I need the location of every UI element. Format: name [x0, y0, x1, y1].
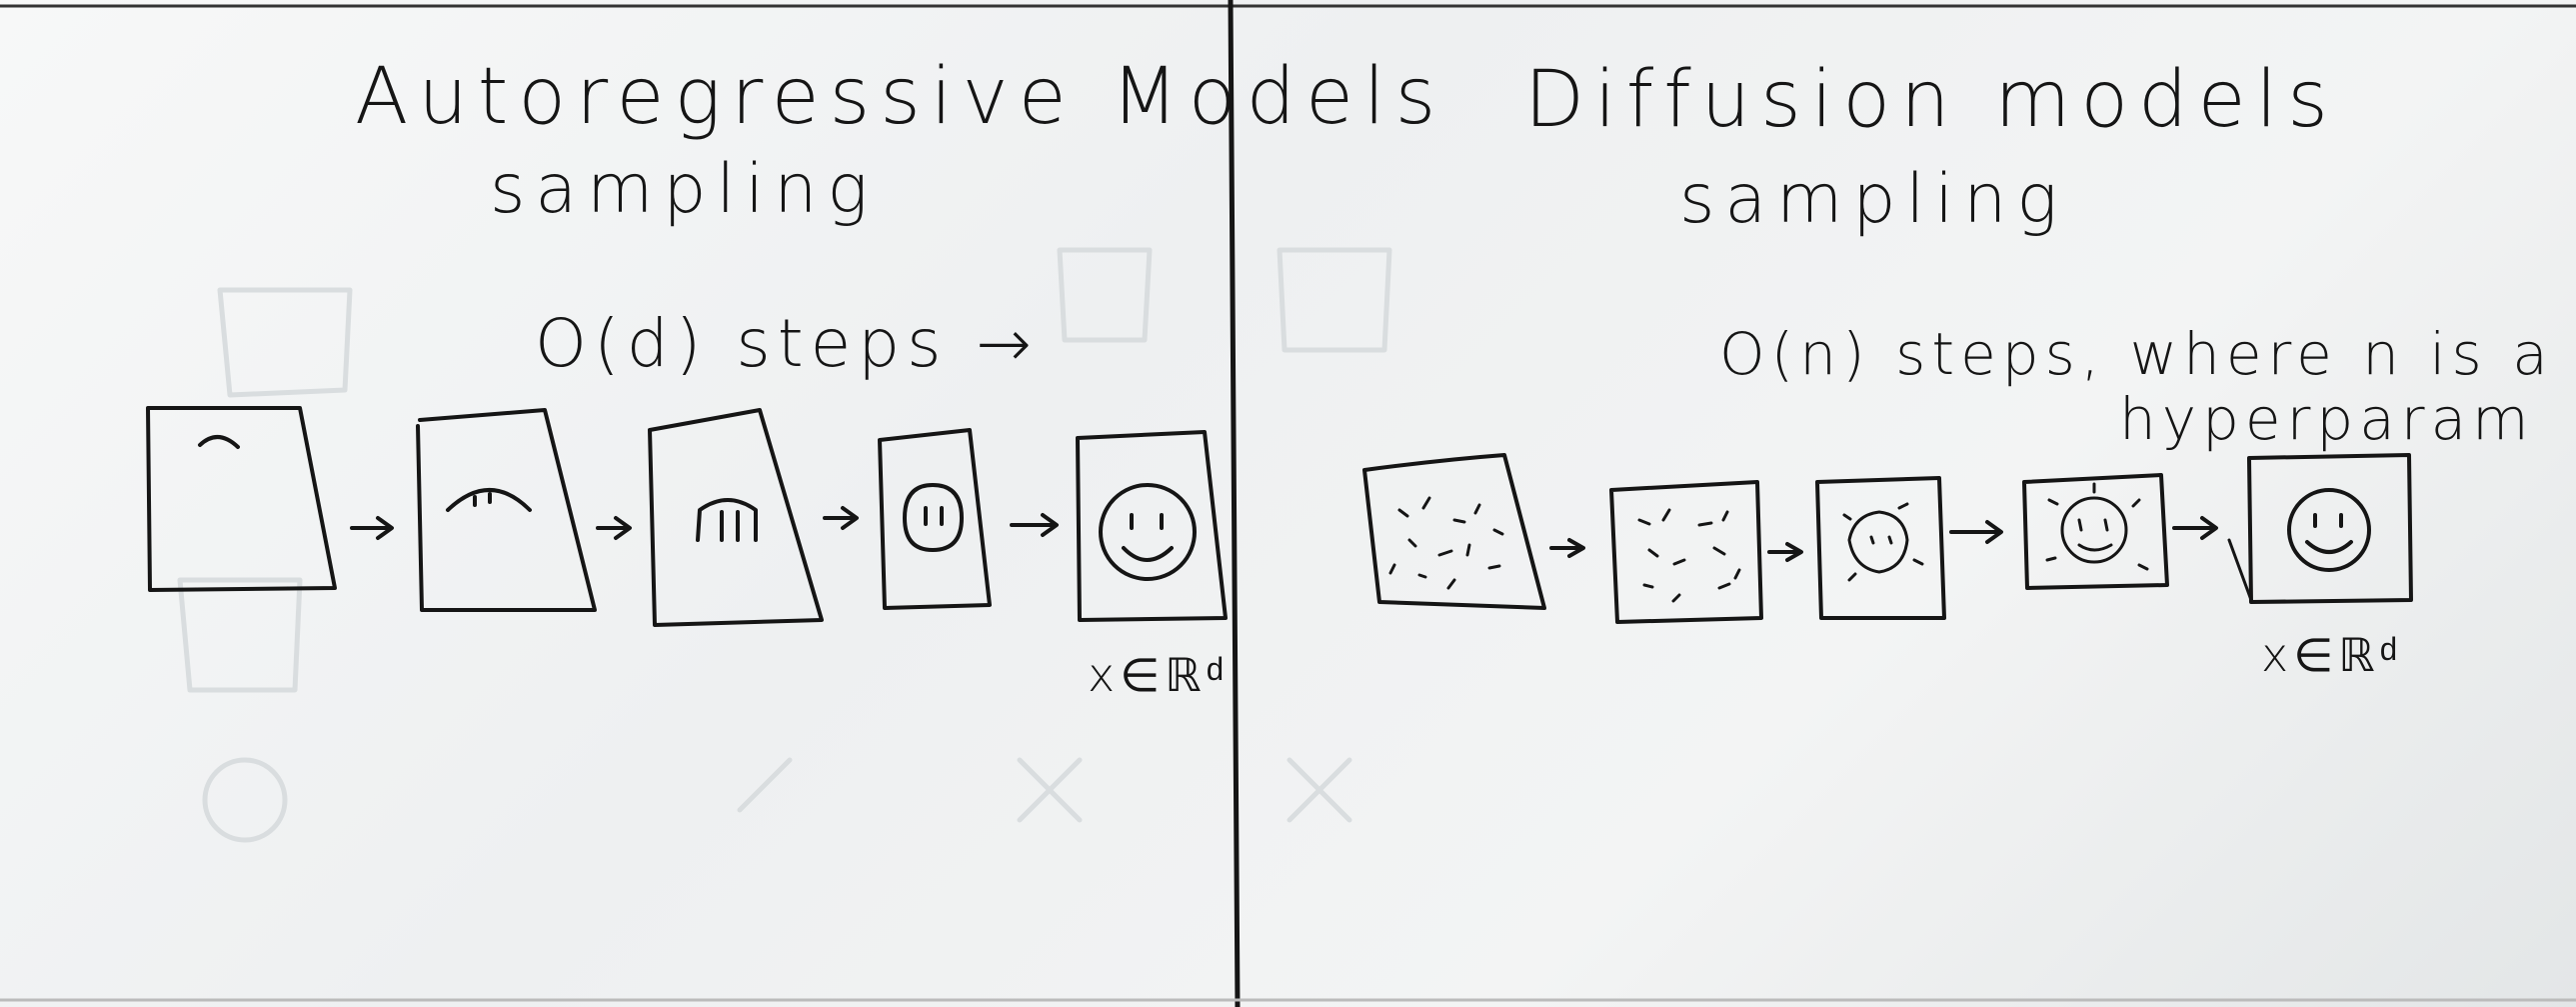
ar-frame-1: [146, 406, 337, 592]
diff-arrow-4: [2172, 516, 2218, 540]
diff-frame-4: [2022, 473, 2169, 590]
ghost-marks: [177, 247, 1392, 843]
ar-frame-5-output: [1076, 430, 1228, 622]
ar-subtitle: sampling: [490, 150, 879, 229]
ar-arrow-2: [596, 516, 632, 540]
diffusion-steps-line1: O(n) steps, where n is a: [1719, 320, 2554, 388]
diffusion-title: Diffusion models: [1524, 55, 2338, 145]
diff-frame-1: [1362, 453, 1546, 610]
ar-arrow-1: [350, 516, 394, 540]
ar-output-label: x∈ℝᵈ: [1088, 648, 1230, 702]
diff-arrow-3: [1949, 520, 2003, 544]
diff-frame-2: [1609, 480, 1763, 624]
ar-frame-4: [878, 428, 992, 610]
diffusion-steps-line2: hyperparam: [2119, 385, 2535, 453]
ar-frame-2: [416, 408, 597, 612]
diff-arrow-1: [1549, 538, 1585, 558]
ar-title: Autoregressive Models: [355, 52, 1446, 142]
ar-steps: O(d) steps →: [535, 305, 1039, 382]
diffusion-output-label: x∈ℝᵈ: [2261, 628, 2403, 682]
diffusion-subtitle: sampling: [1679, 160, 2068, 239]
ar-arrow-4: [1010, 513, 1059, 537]
ar-arrow-3: [823, 506, 859, 530]
ar-frame-3: [648, 408, 824, 627]
diff-frame-5-output: [2227, 453, 2413, 604]
center-divider: [1228, 0, 1241, 1007]
diff-frame-3: [1815, 476, 1946, 620]
diff-arrow-2: [1767, 542, 1803, 562]
